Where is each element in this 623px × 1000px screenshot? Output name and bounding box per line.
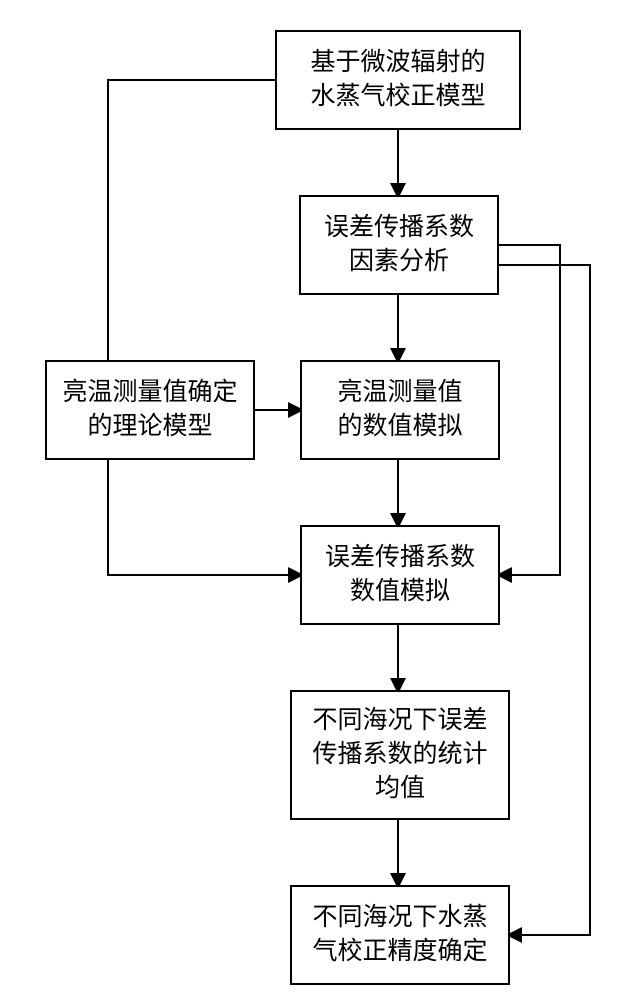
node-precision: 不同海况下水蒸气校正精度确定 <box>290 885 510 985</box>
edges-layer <box>0 0 623 1000</box>
flowchart-canvas: 基于微波辐射的水蒸气校正模型 误差传播系数因素分析 亮温测量值确定的理论模型 亮… <box>0 0 623 1000</box>
node-model: 基于微波辐射的水蒸气校正模型 <box>275 30 521 130</box>
node-bright-sim: 亮温测量值的数值模拟 <box>300 360 500 460</box>
node-label: 亮温测量值的数值模拟 <box>337 376 462 444</box>
node-error-sim: 误差传播系数数值模拟 <box>300 525 500 625</box>
node-label: 基于微波辐射的水蒸气校正模型 <box>310 46 485 114</box>
node-label: 不同海况下水蒸气校正精度确定 <box>312 901 487 969</box>
node-theory: 亮温测量值确定的理论模型 <box>45 360 255 460</box>
node-label: 不同海况下误差传播系数的统计均值 <box>312 704 487 805</box>
node-stat-mean: 不同海况下误差传播系数的统计均值 <box>290 690 510 820</box>
node-label: 亮温测量值确定的理论模型 <box>62 376 237 444</box>
node-label: 误差传播系数因素分析 <box>324 211 474 279</box>
node-factor: 误差传播系数因素分析 <box>299 195 499 295</box>
node-label: 误差传播系数数值模拟 <box>325 541 475 609</box>
